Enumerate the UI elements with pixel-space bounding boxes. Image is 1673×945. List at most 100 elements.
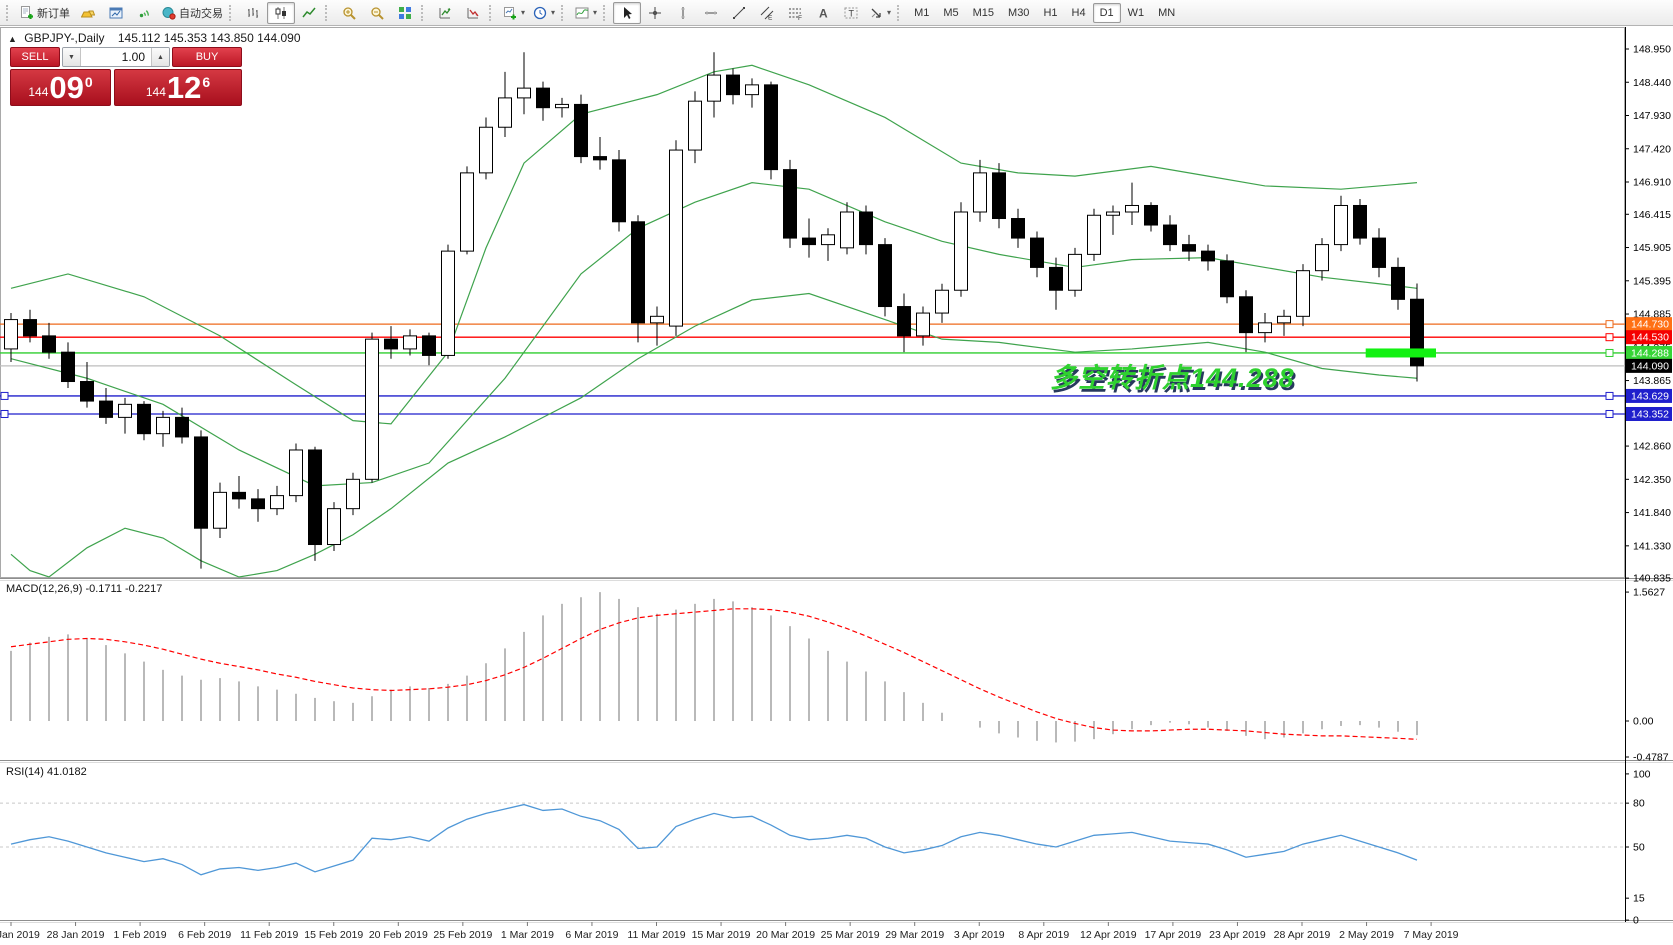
candle-bearish bbox=[194, 436, 208, 529]
line-anchor[interactable] bbox=[1605, 391, 1614, 400]
price-badge bbox=[1626, 345, 1672, 360]
line-anchor[interactable] bbox=[0, 409, 9, 418]
line-anchor[interactable] bbox=[1605, 320, 1614, 329]
toolbar-group-grip bbox=[421, 4, 427, 21]
candle-bearish bbox=[1201, 250, 1215, 262]
trendline-icon bbox=[733, 6, 746, 19]
price-tick-label: 143.865 bbox=[1633, 375, 1671, 387]
timeframe-m5-button[interactable]: M5 bbox=[943, 6, 959, 19]
chevron-down-icon: ▾ bbox=[521, 8, 526, 17]
chart-window-button[interactable] bbox=[102, 2, 130, 24]
candle-bearish bbox=[1144, 204, 1158, 226]
volume-input[interactable]: 1.00 bbox=[121, 50, 145, 64]
vertical-line-button[interactable] bbox=[669, 2, 697, 24]
candlestick-chart-button[interactable] bbox=[267, 1, 295, 24]
volume-increase-icon[interactable]: ▲ bbox=[151, 48, 169, 66]
sell-price-big: 09 bbox=[49, 70, 84, 105]
timeframe-mn-button[interactable]: MN bbox=[1158, 6, 1176, 19]
toolbar-group-grip bbox=[603, 4, 609, 21]
timeframe-m1-button[interactable]: M1 bbox=[914, 6, 930, 19]
indicators-button[interactable]: ▾ bbox=[571, 2, 601, 24]
timeframe-m15-button[interactable]: M15 bbox=[972, 6, 995, 19]
buy-price-box[interactable]: 144 12 6 bbox=[114, 69, 242, 106]
date-label: 6 Feb 2019 bbox=[178, 929, 231, 941]
timeframe-d1-button[interactable]: D1 bbox=[1092, 2, 1121, 23]
clock-icon bbox=[533, 6, 547, 19]
date-label: 2 May 2019 bbox=[1339, 929, 1394, 941]
symbol-period-label: GBPJPY-,Daily bbox=[24, 31, 105, 45]
timeframe-h4-button[interactable]: H4 bbox=[1071, 6, 1086, 19]
chart-shift-button[interactable] bbox=[459, 2, 487, 24]
candle-bearish bbox=[859, 211, 873, 246]
line-anchor[interactable] bbox=[1605, 348, 1614, 357]
date-label: 8 Apr 2019 bbox=[1018, 929, 1069, 941]
price-tick-label: 145.905 bbox=[1633, 242, 1671, 254]
bar-chart-button[interactable] bbox=[239, 2, 267, 24]
candle-bullish bbox=[745, 84, 759, 96]
line-chart-button[interactable] bbox=[295, 2, 323, 24]
text-label-button[interactable]: T bbox=[837, 2, 865, 24]
new-order-button[interactable]: 新订单 bbox=[16, 2, 74, 24]
new-chart-button[interactable]: ▾ bbox=[499, 2, 529, 24]
line-anchor[interactable] bbox=[1605, 333, 1614, 342]
timeframe-h1-button[interactable]: H1 bbox=[1043, 6, 1058, 19]
shapes-icon bbox=[871, 8, 881, 18]
signal-button[interactable] bbox=[130, 2, 158, 24]
candle-bullish bbox=[650, 315, 664, 324]
horizontal-line-button[interactable] bbox=[697, 2, 725, 24]
auto-scroll-button[interactable] bbox=[431, 2, 459, 24]
candle-bearish bbox=[1182, 244, 1196, 252]
date-label: 11 Mar 2019 bbox=[627, 929, 685, 941]
crosshair-button[interactable] bbox=[641, 2, 669, 24]
date-label: 28 Apr 2019 bbox=[1274, 929, 1331, 941]
sell-price-box[interactable]: 144 09 0 bbox=[10, 69, 111, 106]
candle-bearish bbox=[308, 449, 322, 546]
text-button[interactable]: A bbox=[809, 2, 837, 24]
toolbar-group-grip bbox=[325, 4, 331, 21]
svg-text:F: F bbox=[798, 15, 802, 20]
price-badge-label: 144.288 bbox=[1631, 347, 1669, 359]
candle-bullish bbox=[1315, 244, 1329, 272]
rsi-line bbox=[10, 803, 1418, 876]
gold-button[interactable] bbox=[74, 2, 102, 24]
annotation-text[interactable]: 多空转折点144.288 bbox=[1050, 363, 1295, 393]
sell-button[interactable]: SELL bbox=[10, 47, 60, 67]
candle-bullish bbox=[1068, 253, 1082, 291]
highlight-bar[interactable] bbox=[1365, 348, 1436, 358]
hline-icon bbox=[705, 10, 718, 15]
timeframe-w1-button[interactable]: W1 bbox=[1127, 6, 1145, 19]
line-anchor[interactable] bbox=[1605, 409, 1614, 418]
channel-button[interactable]: E bbox=[753, 2, 781, 24]
date-label: 15 Feb 2019 bbox=[304, 929, 363, 941]
line-anchor[interactable] bbox=[0, 391, 9, 400]
date-label: 1 Feb 2019 bbox=[114, 929, 167, 941]
volume-decrease-icon[interactable]: ▼ bbox=[63, 48, 81, 66]
rsi-indicator-label: RSI(14) 41.0182 bbox=[6, 766, 87, 778]
arrows-button[interactable]: ▾ bbox=[865, 2, 895, 24]
fibonacci-button[interactable]: F bbox=[781, 2, 809, 24]
candle-bullish bbox=[916, 312, 930, 337]
buy-button[interactable]: BUY bbox=[172, 47, 242, 67]
trendline-button[interactable] bbox=[725, 2, 753, 24]
label-icon: T bbox=[844, 7, 858, 18]
zoom-in-button[interactable] bbox=[335, 2, 363, 24]
collapse-icon[interactable]: ▲ bbox=[8, 34, 17, 44]
date-label: 20 Mar 2019 bbox=[756, 929, 815, 941]
timeframe-m30-button[interactable]: M30 bbox=[1008, 6, 1030, 19]
candle-bullish bbox=[498, 97, 512, 128]
cursor-button[interactable] bbox=[613, 1, 642, 24]
candle-bullish bbox=[346, 478, 360, 510]
tile-windows-button[interactable] bbox=[391, 2, 419, 24]
period-button[interactable]: ▾ bbox=[529, 2, 559, 24]
zoom-out-button[interactable] bbox=[363, 2, 391, 24]
bollinger-upper-band bbox=[10, 64, 1418, 425]
svg-text:T: T bbox=[849, 8, 855, 18]
candle-bearish bbox=[992, 172, 1006, 220]
candle-bearish bbox=[1372, 237, 1386, 268]
candle-bullish bbox=[460, 172, 474, 252]
candle-bullish bbox=[840, 211, 854, 249]
autotrading-button[interactable]: 自动交易 bbox=[158, 2, 227, 24]
rsi-tick-label: 0 bbox=[1633, 915, 1639, 927]
candle-bearish bbox=[1353, 204, 1367, 239]
